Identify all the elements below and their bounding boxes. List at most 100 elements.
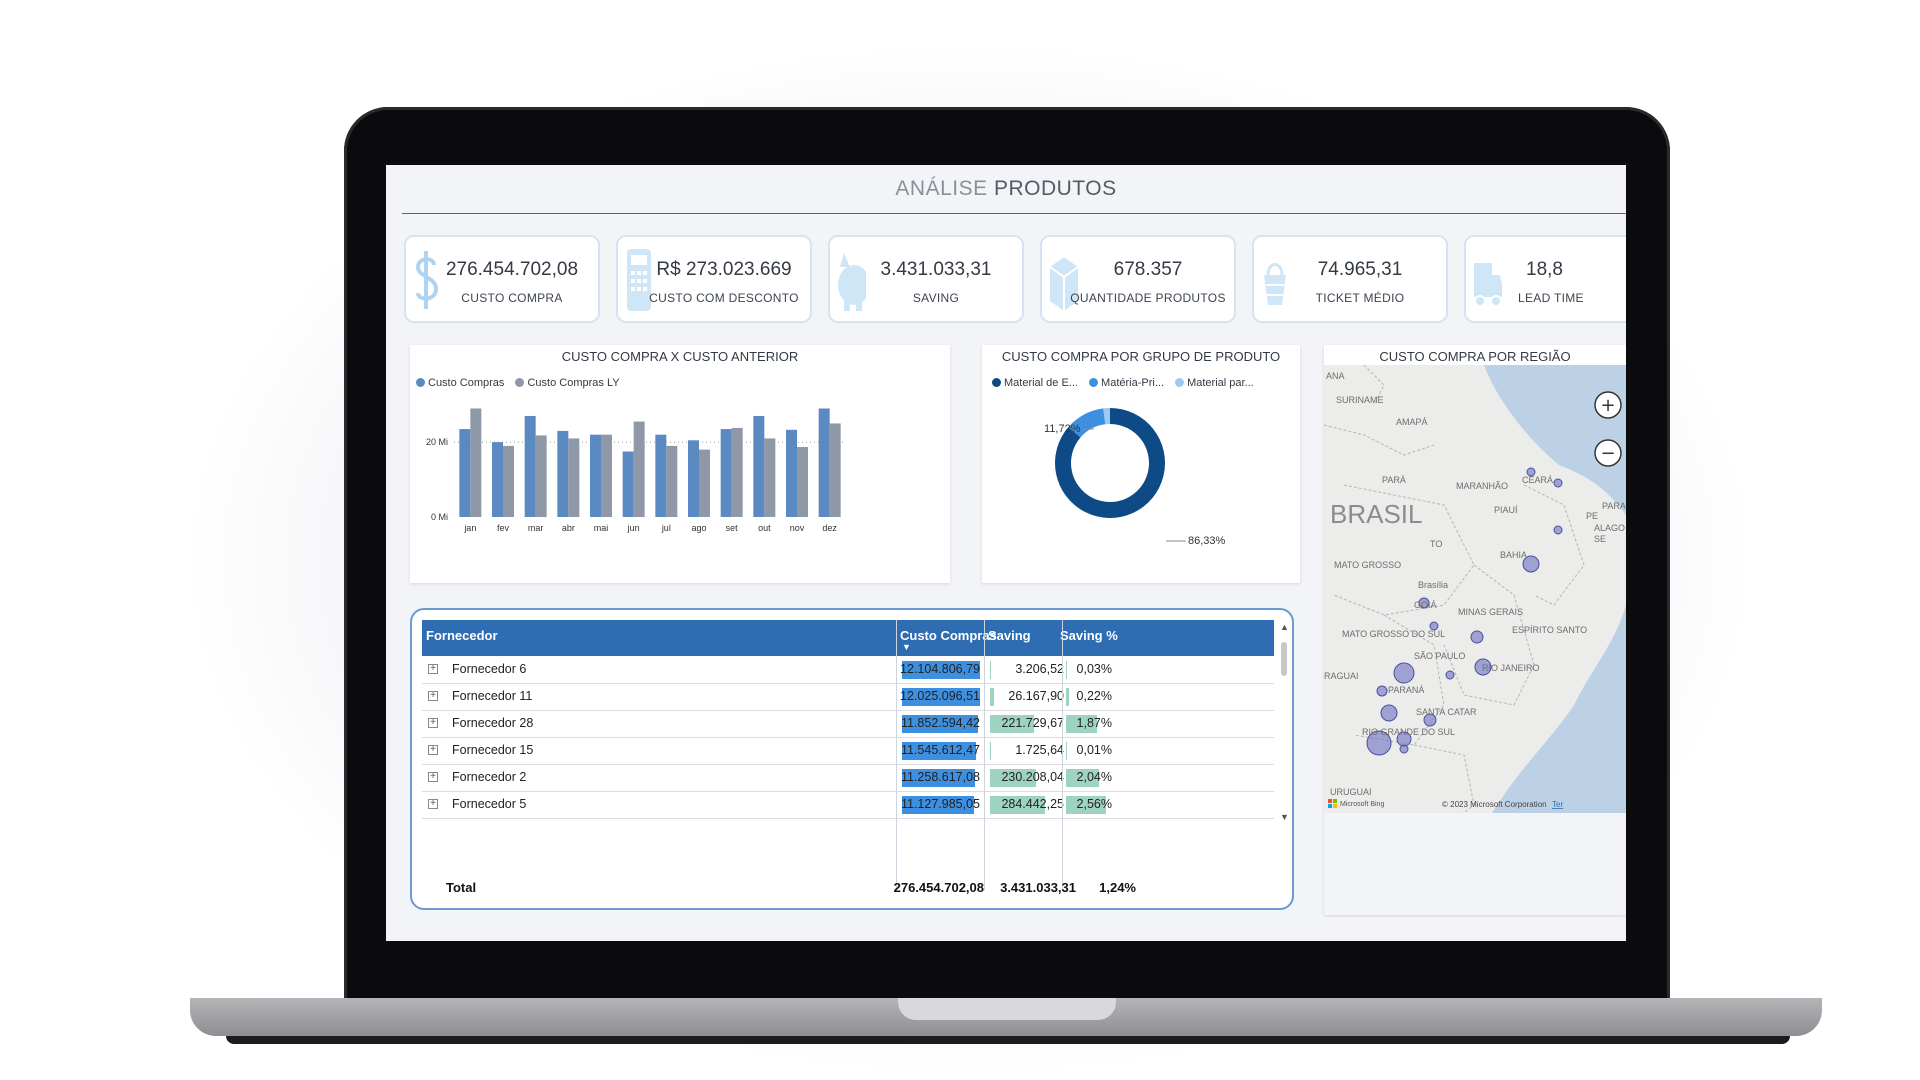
table-row[interactable]: + Fornecedor 5 11.127.985,05 284.442,25 2,56… — [422, 791, 1274, 819]
bar-custo-compras-ly[interactable] — [764, 438, 776, 517]
bar-custo-compras-ly[interactable] — [731, 427, 743, 517]
scroll-down-icon[interactable]: ▼ — [1280, 812, 1289, 822]
column-divider — [984, 620, 985, 890]
brazil-map[interactable]: BRASIL ANA SURINAME AMAPÁ PARÁ MARANHÃO … — [1324, 365, 1626, 915]
kpi-card-ticket-medio[interactable]: 74.965,31 TICKET MÉDIO — [1252, 235, 1448, 323]
column-header-saving-pct[interactable]: Saving % — [1060, 628, 1118, 643]
bar-custo-compras-ly[interactable] — [829, 423, 841, 517]
kpi-label: CUSTO COM DESCONTO — [649, 291, 799, 305]
column-header-fornecedor[interactable]: Fornecedor — [426, 628, 498, 643]
supplier-name: Fornecedor 15 — [452, 743, 534, 757]
map-terms-link[interactable]: Ter — [1552, 800, 1563, 809]
saving-pct-data-bar — [1066, 688, 1069, 706]
total-custo: 276.454.702,08 — [893, 880, 984, 895]
map-bubble[interactable] — [1423, 713, 1437, 727]
bar-custo-compras-ly[interactable] — [535, 435, 547, 517]
custo-value: 12.025.096,51 — [900, 689, 980, 703]
map-bubble[interactable] — [1393, 662, 1415, 684]
legend-item-material-e[interactable]: Material de E... — [992, 377, 1078, 389]
table-row[interactable]: + Fornecedor 15 11.545.612,47 1.725,64 0,01% — [422, 737, 1274, 765]
donut-legend: Material de E... Matéria-Pri... Material… — [992, 377, 1262, 389]
column-header-saving[interactable]: Saving — [988, 628, 1031, 643]
bar-custo-compras[interactable] — [688, 440, 699, 517]
shopping-basket-icon — [1264, 263, 1286, 305]
bar-custo-compras-ly[interactable] — [470, 408, 482, 517]
bar-custo-compras[interactable] — [557, 430, 569, 517]
donut-slice[interactable] — [1103, 408, 1110, 425]
custo-value: 11.127.985,05 — [900, 797, 980, 811]
map-bubble[interactable] — [1522, 555, 1540, 573]
map-bubble[interactable] — [1366, 730, 1392, 756]
map-bubble[interactable] — [1553, 525, 1563, 535]
bar-custo-compras-ly[interactable] — [503, 445, 514, 517]
map-bubble[interactable] — [1474, 658, 1492, 676]
zoom-in-button[interactable]: + — [1594, 391, 1622, 419]
supplier-table: Fornecedor Custo Compras ▼ Saving Saving… — [410, 608, 1294, 910]
legend-item-material-par[interactable]: Material par... — [1175, 377, 1254, 389]
map-bubble[interactable] — [1380, 704, 1398, 722]
bar-custo-compras-ly[interactable] — [699, 449, 710, 517]
legend-item-custo-compras[interactable]: Custo Compras — [416, 377, 504, 389]
map-bubble[interactable] — [1470, 630, 1484, 644]
legend-item-materia-prima[interactable]: Matéria-Pri... — [1089, 377, 1164, 389]
kpi-card-lead-time[interactable]: 18,8 LEAD TIME — [1464, 235, 1626, 323]
expand-row-icon[interactable]: + — [428, 691, 438, 701]
expand-row-icon[interactable]: + — [428, 799, 438, 809]
table-header: Fornecedor Custo Compras ▼ Saving Saving… — [422, 620, 1274, 656]
table-row[interactable]: + Fornecedor 2 11.258.617,08 230.208,04 2,04… — [422, 764, 1274, 792]
zoom-out-button[interactable]: − — [1594, 439, 1622, 467]
map-bubble[interactable] — [1526, 467, 1536, 477]
custo-cell: 12.104.806,79 — [900, 658, 984, 682]
column-header-custo-compras[interactable]: Custo Compras — [900, 628, 997, 643]
legend-item-custo-compras-ly[interactable]: Custo Compras LY — [515, 377, 620, 389]
bar-custo-compras-ly[interactable] — [797, 447, 808, 517]
kpi-card-custo-desconto[interactable]: R$ 273.023.669 CUSTO COM DESCONTO — [616, 235, 812, 323]
bar-custo-compras[interactable] — [786, 429, 797, 517]
donut-chart-panel: CUSTO COMPRA POR GRUPO DE PRODUTO Materi… — [982, 345, 1300, 583]
expand-row-icon[interactable]: + — [428, 745, 438, 755]
table-row[interactable]: + Fornecedor 6 12.104.806,79 3.206,52 0,03% — [422, 656, 1274, 684]
custo-data-bar — [902, 769, 975, 787]
expand-row-icon[interactable]: + — [428, 718, 438, 728]
bar-custo-compras-ly[interactable] — [633, 421, 645, 517]
map-bubble[interactable] — [1429, 621, 1439, 631]
donut-slice[interactable] — [1068, 408, 1106, 438]
bar-custo-compras[interactable] — [459, 429, 471, 517]
x-tick-label: ago — [691, 523, 706, 533]
column-divider — [1062, 620, 1063, 890]
bar-custo-compras-ly[interactable] — [568, 438, 580, 517]
map-bubble[interactable] — [1553, 478, 1563, 488]
bar-custo-compras[interactable] — [818, 408, 830, 517]
bar-custo-compras[interactable] — [590, 434, 601, 517]
bar-custo-compras[interactable] — [720, 429, 732, 517]
custo-value: 11.852.594,42 — [900, 716, 980, 730]
bar-custo-compras[interactable] — [753, 415, 765, 517]
saving-pct-cell: 2,04% — [1064, 766, 1116, 790]
scrollbar-thumb[interactable] — [1281, 642, 1287, 676]
table-row[interactable]: + Fornecedor 11 12.025.096,51 26.167,90 0,22… — [422, 683, 1274, 711]
bar-custo-compras-ly[interactable] — [666, 445, 678, 517]
x-tick-label: jun — [627, 523, 640, 533]
map-bubble[interactable] — [1399, 744, 1409, 754]
kpi-card-quantidade[interactable]: 678.357 QUANTIDADE PRODUTOS — [1040, 235, 1236, 323]
map-bubble[interactable] — [1418, 597, 1430, 609]
kpi-card-custo-compra[interactable]: 276.454.702,08 CUSTO COMPRA — [404, 235, 600, 323]
scroll-up-icon[interactable]: ▲ — [1280, 622, 1289, 632]
table-row[interactable]: + Fornecedor 28 11.852.594,42 221.729,67 1,8… — [422, 710, 1274, 738]
sort-desc-icon[interactable]: ▼ — [902, 642, 911, 652]
map-bubble[interactable] — [1445, 670, 1455, 680]
expand-row-icon[interactable]: + — [428, 772, 438, 782]
bar-custo-compras[interactable] — [622, 451, 634, 517]
kpi-card-saving[interactable]: 3.431.033,31 SAVING — [828, 235, 1024, 323]
map-label: BAHIA — [1500, 550, 1527, 560]
bar-custo-compras[interactable] — [524, 415, 536, 517]
expand-row-icon[interactable]: + — [428, 664, 438, 674]
map-bubble[interactable] — [1376, 685, 1388, 697]
bar-custo-compras-ly[interactable] — [601, 434, 612, 517]
saving-pct-value: 2,04% — [1076, 770, 1112, 784]
bar-custo-compras[interactable] — [655, 434, 667, 517]
title-divider — [402, 213, 1626, 214]
table-scrollbar[interactable]: ▲ ▼ — [1280, 622, 1290, 892]
x-tick-label: dez — [822, 523, 837, 533]
bar-custo-compras[interactable] — [492, 442, 503, 517]
